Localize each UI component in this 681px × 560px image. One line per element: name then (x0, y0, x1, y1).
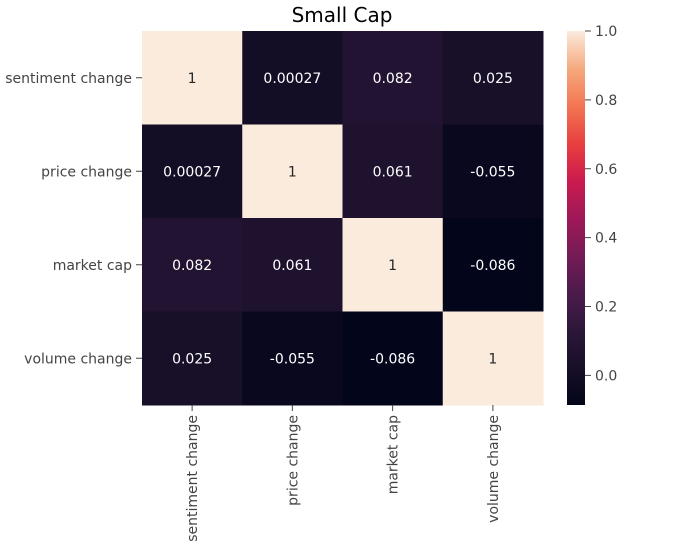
cell-annotation-r2-c0: 0.082 (172, 258, 212, 274)
y-tick-label-volume-change: volume change (24, 351, 132, 367)
heatmap-cell-r2-c0 (142, 218, 243, 312)
heatmap-cell-r3-c0 (142, 311, 243, 406)
x-tick-labels: sentiment change price change market cap vo… (185, 405, 502, 542)
cell-annotation-r2-c1: 0.061 (272, 258, 312, 274)
colorbar-tick-label: 0.4 (595, 231, 617, 247)
heatmap-cell-r3-c3 (442, 311, 544, 406)
cell-annotation-r3-c1: -0.055 (270, 351, 315, 367)
y-tick-labels: sentiment change price change market cap vo… (5, 71, 142, 367)
y-tick-label-market-cap: market cap (53, 258, 132, 274)
heatmap-cell-r2-c2 (342, 218, 444, 312)
cell-annotation-r0-c2: 0.082 (373, 71, 413, 87)
heatmap-cell-r0-c0 (142, 31, 243, 125)
colorbar-tick-label: 0.2 (595, 300, 617, 316)
heatmap-cell-r1-c0 (142, 124, 243, 219)
colorbar-tick-label: 1.0 (595, 24, 617, 40)
x-tick-label-market-cap: market cap (386, 415, 402, 494)
colorbar-tick-label: 0.0 (595, 368, 617, 384)
colorbar-gradient (567, 31, 585, 405)
cell-annotation-r2-c2: 1 (388, 258, 397, 274)
y-tick-label-price-change: price change (41, 164, 132, 180)
heatmap-cell-r1-c1 (242, 124, 343, 219)
heatmap-cell-r3-c2 (342, 311, 444, 406)
heatmap-cell-r3-c1 (242, 311, 343, 406)
cell-annotation-r1-c2: 0.061 (373, 164, 413, 180)
cell-annotation-r0-c0: 1 (188, 71, 197, 87)
x-tick-label-sentiment-change: sentiment change (185, 415, 201, 542)
cell-annotation-r3-c0: 0.025 (172, 351, 212, 367)
cell-annotation-r1-c3: -0.055 (470, 164, 515, 180)
cell-annotation-r0-c3: 0.025 (473, 71, 513, 87)
cell-annotation-r1-c0: 0.00027 (163, 164, 221, 180)
colorbar-tick-label: 0.6 (595, 162, 617, 178)
y-tick-label-sentiment-change: sentiment change (5, 71, 132, 87)
heatmap-cell-r1-c3 (442, 124, 544, 219)
heatmap-cell-r0-c1 (242, 31, 343, 125)
heatmap-cell-r2-c3 (442, 218, 544, 312)
x-tick-label-price-change: price change (285, 415, 301, 506)
heatmap-cell-r2-c1 (242, 218, 343, 312)
heatmap-cell-r0-c2 (342, 31, 444, 125)
cell-annotation-r3-c3: 1 (488, 351, 497, 367)
heatmap-cell-r1-c2 (342, 124, 444, 219)
cell-annotation-r3-c2: -0.086 (370, 351, 415, 367)
colorbar: 0.0 0.2 0.4 0.6 0.8 1.0 (567, 24, 617, 405)
heatmap-cell-r0-c3 (442, 31, 544, 125)
x-tick-label-volume-change: volume change (486, 415, 502, 523)
colorbar-tick-label: 0.8 (595, 93, 617, 109)
cell-annotation-r2-c3: -0.086 (470, 258, 515, 274)
cell-annotation-r0-c1: 0.00027 (263, 71, 321, 87)
chart-title: Small Cap (292, 3, 393, 27)
heatmap-cells: 1 0.00027 0.082 0.025 0.00027 1 0.061 -0.055 0.0… (142, 31, 544, 406)
cell-annotation-r1-c1: 1 (288, 164, 297, 180)
